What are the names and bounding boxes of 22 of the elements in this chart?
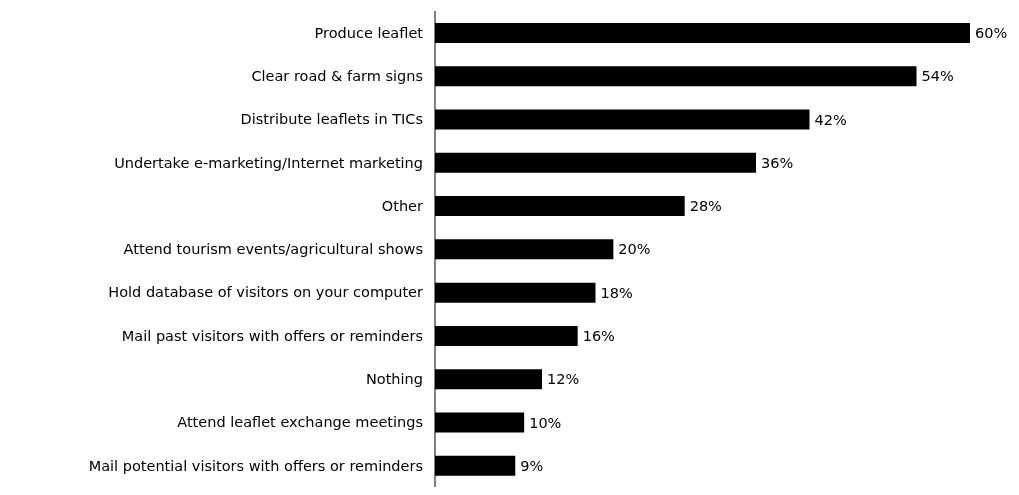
y-tick-label: Nothing: [365, 370, 423, 387]
data-label: 18%: [600, 284, 633, 301]
y-tick-label: Attend tourism events/agricultural shows: [123, 241, 423, 258]
y-tick-label: Hold database of visitors on your computer: [108, 284, 424, 301]
y-tick-label: Clear road & farm signs: [251, 68, 423, 85]
y-tick-label: Distribute leaflets in TICs: [240, 111, 423, 128]
data-label: 36%: [761, 154, 794, 171]
data-label: 54%: [921, 68, 954, 85]
data-label: 60%: [975, 25, 1008, 42]
data-label: 12%: [547, 371, 580, 388]
y-tick-label: Mail potential visitors with offers or reminders: [88, 457, 423, 474]
y-tick-label: Attend leaflet exchange meetings: [177, 414, 423, 431]
data-label: 20%: [618, 241, 651, 258]
y-tick-label: Produce leaflet: [314, 24, 424, 41]
data-label: 28%: [689, 198, 722, 215]
data-label: 42%: [814, 111, 847, 128]
data-label: 10%: [529, 414, 562, 431]
y-tick-label: Undertake e-marketing/Internet marketing: [114, 154, 423, 171]
y-tick-label: Mail past visitors with offers or reminders: [121, 327, 423, 344]
y-tick-label: Other: [381, 197, 424, 214]
data-label: 9%: [520, 457, 544, 474]
data-label: 16%: [582, 327, 615, 344]
